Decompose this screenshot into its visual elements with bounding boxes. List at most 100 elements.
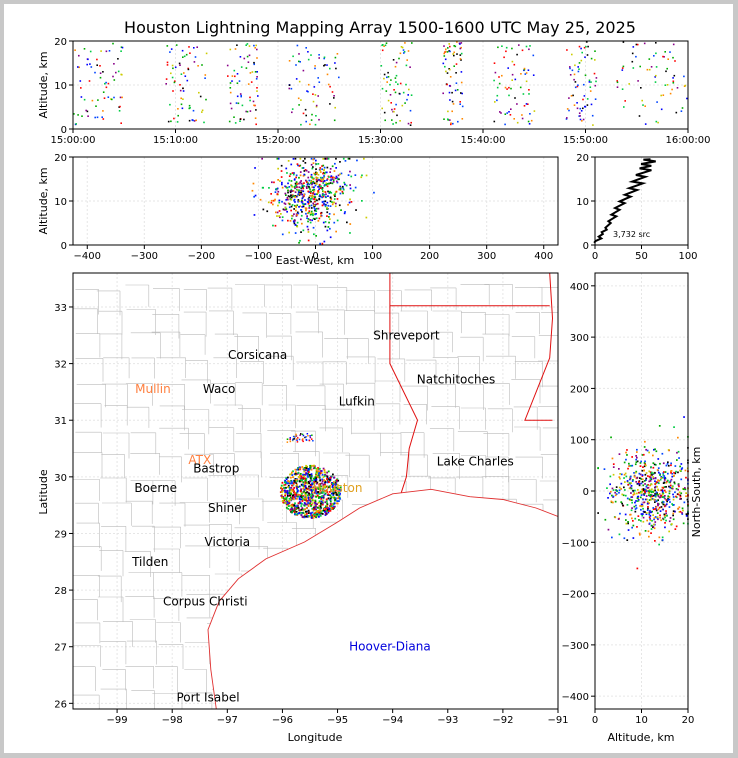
ns-source-point — [654, 489, 656, 492]
ew-source-point — [251, 189, 254, 192]
ew-source-point — [326, 183, 329, 185]
map-source-point — [311, 438, 313, 440]
ew-source-point — [316, 177, 319, 179]
ew-source-point — [346, 221, 348, 224]
ew-source-point — [298, 192, 300, 194]
ns-source-point — [663, 489, 666, 492]
ew-source-point — [313, 205, 315, 208]
ns-source-point — [635, 504, 637, 507]
map-source-point — [322, 476, 325, 478]
time-source-point — [90, 66, 93, 68]
ew-source-point — [267, 201, 270, 204]
ns-source-point — [644, 483, 646, 485]
map-source-point — [308, 487, 311, 490]
ew-source-point — [289, 198, 292, 200]
map-source-point — [317, 511, 320, 514]
map-source-point — [319, 509, 322, 512]
ew-source-point — [277, 190, 280, 193]
time-source-point — [229, 91, 232, 94]
ew-source-point — [298, 186, 301, 189]
map-source-point — [286, 492, 289, 495]
ew-source-point — [352, 189, 355, 192]
map-source-point — [300, 433, 302, 435]
map-sources — [279, 433, 342, 519]
time-source-point — [113, 79, 116, 81]
map-source-point — [331, 502, 334, 505]
ew-source-point — [361, 174, 363, 177]
map-source-point — [324, 485, 326, 488]
ns-source-point — [668, 520, 671, 523]
ew-source-point — [302, 205, 305, 208]
time-source-point — [411, 42, 413, 44]
time-source-point — [381, 44, 383, 47]
ew-source-point — [317, 190, 320, 192]
county-line — [101, 526, 127, 552]
time-source-point — [669, 92, 672, 95]
time-source-point — [327, 83, 330, 86]
ns-source-point — [630, 485, 633, 487]
time-source-point — [621, 88, 624, 90]
map-source-point — [301, 439, 304, 441]
county-line — [429, 428, 455, 452]
time-source-point — [193, 61, 196, 63]
map-source-point — [281, 491, 284, 493]
time-source-point — [579, 115, 581, 117]
ew-source-point — [320, 178, 323, 181]
ns-source-point — [637, 515, 640, 517]
ew-source-point — [331, 201, 334, 204]
ew-source-point — [291, 194, 294, 196]
ew-source-point — [285, 208, 288, 210]
ns-source-point — [642, 493, 645, 495]
time-source-point — [381, 107, 383, 110]
ew-source-point — [361, 200, 363, 202]
time-source-point — [578, 68, 580, 70]
map-source-point — [324, 501, 327, 504]
map-source-point — [292, 482, 295, 485]
map-source-point — [337, 497, 339, 500]
ew-source-point — [272, 203, 274, 206]
ns-source-point — [660, 476, 663, 478]
time-source-point — [120, 50, 122, 52]
ns-source-point — [640, 503, 643, 506]
time-source-point — [504, 123, 506, 126]
ew-source-point — [302, 183, 304, 186]
ew-source-point — [262, 208, 265, 211]
ns-source-point — [670, 464, 672, 467]
map-source-point — [315, 495, 317, 498]
ns-source-point — [677, 493, 680, 496]
time-source-point — [170, 120, 172, 123]
time-source-point — [89, 50, 92, 53]
map-source-point — [305, 510, 308, 513]
ns-source-point — [664, 504, 667, 507]
county-line — [295, 311, 319, 334]
ew-source-point — [324, 221, 327, 223]
county-line — [153, 598, 180, 621]
ns-source-point — [611, 457, 614, 460]
ew-source-point — [308, 210, 311, 212]
map-source-point — [332, 484, 334, 487]
ew-source-point — [331, 203, 334, 206]
map-source-point — [310, 514, 312, 517]
ns-source-point — [626, 539, 629, 541]
county-line — [181, 379, 211, 404]
map-source-point — [315, 512, 317, 515]
county-line — [375, 403, 401, 425]
ew-source-point — [326, 208, 328, 210]
map-source-point — [329, 502, 332, 505]
map-source-point — [290, 496, 292, 499]
ew-source-point — [307, 171, 310, 173]
ns-source-point — [625, 519, 627, 521]
time-source-point — [448, 43, 450, 45]
ns-source-point — [628, 498, 631, 501]
county-line — [208, 475, 236, 501]
ns-source-point — [670, 487, 673, 490]
ns-source-point — [670, 462, 672, 465]
time-source-point — [73, 113, 75, 115]
map-y-tick-label: 30 — [54, 473, 67, 484]
time-source-point — [508, 86, 510, 89]
map-source-point — [280, 494, 283, 497]
ns-source-point — [668, 481, 671, 484]
time-source-point — [588, 81, 591, 83]
ns-source-point — [673, 426, 675, 428]
